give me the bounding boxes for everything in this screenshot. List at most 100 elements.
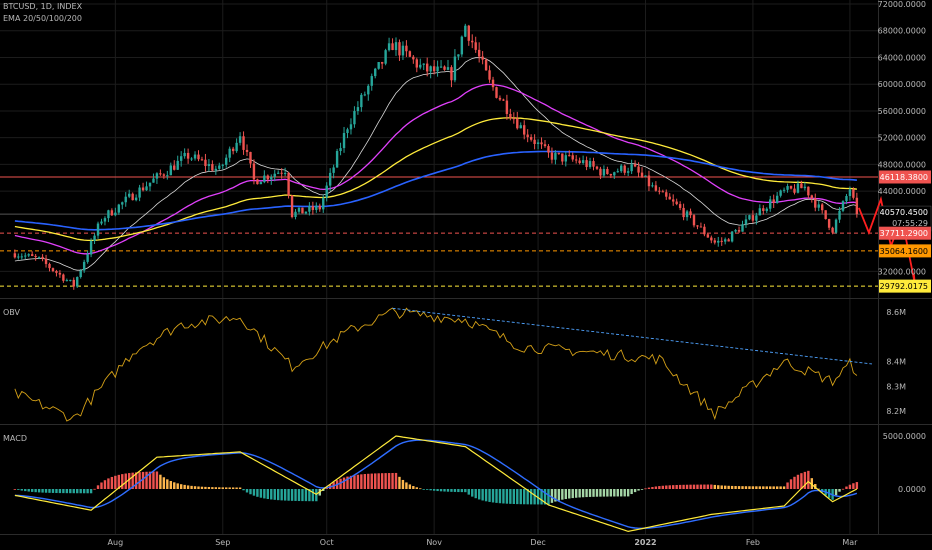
candle-body	[779, 190, 782, 196]
macd-hist-bar	[502, 489, 505, 504]
macd-signal-line	[14, 439, 858, 529]
macd-hist-bar	[616, 489, 619, 497]
candle-body	[626, 171, 630, 173]
macd-hist-bar	[592, 489, 595, 497]
macd-hist-bar	[536, 489, 540, 505]
candle-body	[682, 207, 685, 218]
macd-hist-bar	[550, 489, 554, 503]
candle-body	[623, 165, 626, 173]
macd-hist-bar	[322, 489, 325, 491]
candle-body	[183, 152, 186, 157]
candle-body	[377, 62, 380, 69]
macd-hist-bar	[453, 489, 457, 492]
macd-hist-bar	[654, 486, 658, 489]
macd-hist-bar	[696, 484, 699, 489]
macd-hist-bar	[107, 478, 110, 489]
macd-hist-bar	[155, 471, 159, 489]
candle-body	[44, 258, 48, 264]
countdown-badge: 07:55:29	[892, 219, 928, 228]
obv-pane	[14, 307, 873, 422]
candle-body	[27, 254, 30, 256]
candle-body	[807, 186, 810, 196]
candle-body	[578, 160, 581, 163]
candle-body	[145, 186, 148, 191]
candle-body	[349, 124, 353, 130]
candle-body	[484, 59, 488, 71]
candle-body	[228, 148, 231, 158]
candle-body	[588, 161, 592, 167]
macd-hist-bar	[363, 474, 367, 489]
candle-body	[568, 155, 571, 157]
candle-body	[89, 240, 93, 255]
macd-hist-bar	[457, 489, 460, 493]
candle-body	[602, 169, 606, 176]
macd-hist-bar	[727, 485, 730, 489]
candle-body	[845, 196, 848, 202]
candle-body	[727, 239, 730, 242]
candle-body	[121, 202, 124, 205]
macd-hist-bar	[807, 470, 810, 489]
price-tick-label: 68000.0000	[878, 27, 926, 36]
time-tick-label: Aug	[108, 538, 124, 547]
candle-body	[425, 63, 429, 72]
candle-body	[550, 152, 554, 160]
macd-hist-bar	[283, 489, 287, 501]
macd-hist-bar	[723, 485, 727, 489]
candle-body	[273, 173, 276, 177]
candle-body	[748, 215, 751, 220]
macd-hist-bar	[391, 472, 394, 489]
candle-body	[173, 165, 176, 170]
candle-body	[58, 272, 62, 275]
macd-hist-bar	[114, 475, 117, 489]
macd-hist-bar	[100, 482, 103, 489]
macd-hist-bar	[526, 489, 529, 505]
macd-hist-bar	[308, 489, 311, 502]
obv-tick-label: 8.6M	[886, 308, 906, 317]
candle-body	[148, 182, 152, 187]
macd-hist-bar	[765, 486, 768, 489]
macd-hist-bar	[626, 489, 630, 497]
macd-hist-bar	[297, 489, 301, 502]
candle-body	[79, 270, 82, 278]
price-tick-label: 56000.0000	[878, 107, 926, 116]
candle-body	[107, 210, 110, 219]
candle-body	[574, 159, 578, 161]
candle-body	[737, 230, 741, 232]
macd-hist-bar	[179, 484, 183, 489]
macd-hist-bar	[533, 489, 536, 505]
macd-hist-bar	[464, 489, 467, 493]
candle-body	[429, 66, 432, 72]
obv-tick-label: 8.4M	[886, 358, 906, 367]
candle-body	[620, 165, 623, 172]
candle-body	[72, 279, 75, 287]
candle-body	[100, 221, 103, 224]
candle-body	[394, 42, 398, 51]
candle-body	[325, 185, 328, 198]
price-axis: 72000.0000 68000.0000 64000.0000 60000.0000…	[878, 0, 926, 494]
candle-body	[668, 196, 671, 200]
candle-body	[69, 279, 72, 281]
macd-hist-bar	[460, 489, 464, 493]
macd-hist-bar	[491, 489, 495, 503]
candle-body	[245, 149, 249, 152]
candles	[13, 23, 859, 290]
macd-hist-bar	[190, 485, 193, 489]
macd-hist-bar	[838, 489, 841, 492]
macd-hist-bar	[419, 488, 422, 490]
macd-hist-bar	[599, 489, 602, 497]
candle-body	[651, 185, 654, 187]
macd-hist-bar	[703, 484, 706, 489]
macd-hist-bar	[34, 489, 37, 493]
candle-body	[793, 188, 796, 193]
macd-hist-bar	[852, 483, 855, 489]
macd-hist-bar	[581, 489, 585, 498]
candle-body	[322, 197, 325, 210]
candle-body	[176, 160, 179, 170]
symbol-label: BTCUSD, 1D, INDEX	[3, 2, 83, 11]
candle-body	[710, 237, 713, 241]
macd-hist-bar	[477, 489, 481, 500]
macd-hist-bar	[89, 489, 93, 494]
macd-hist-bar	[685, 484, 689, 489]
candle-body	[117, 204, 121, 213]
